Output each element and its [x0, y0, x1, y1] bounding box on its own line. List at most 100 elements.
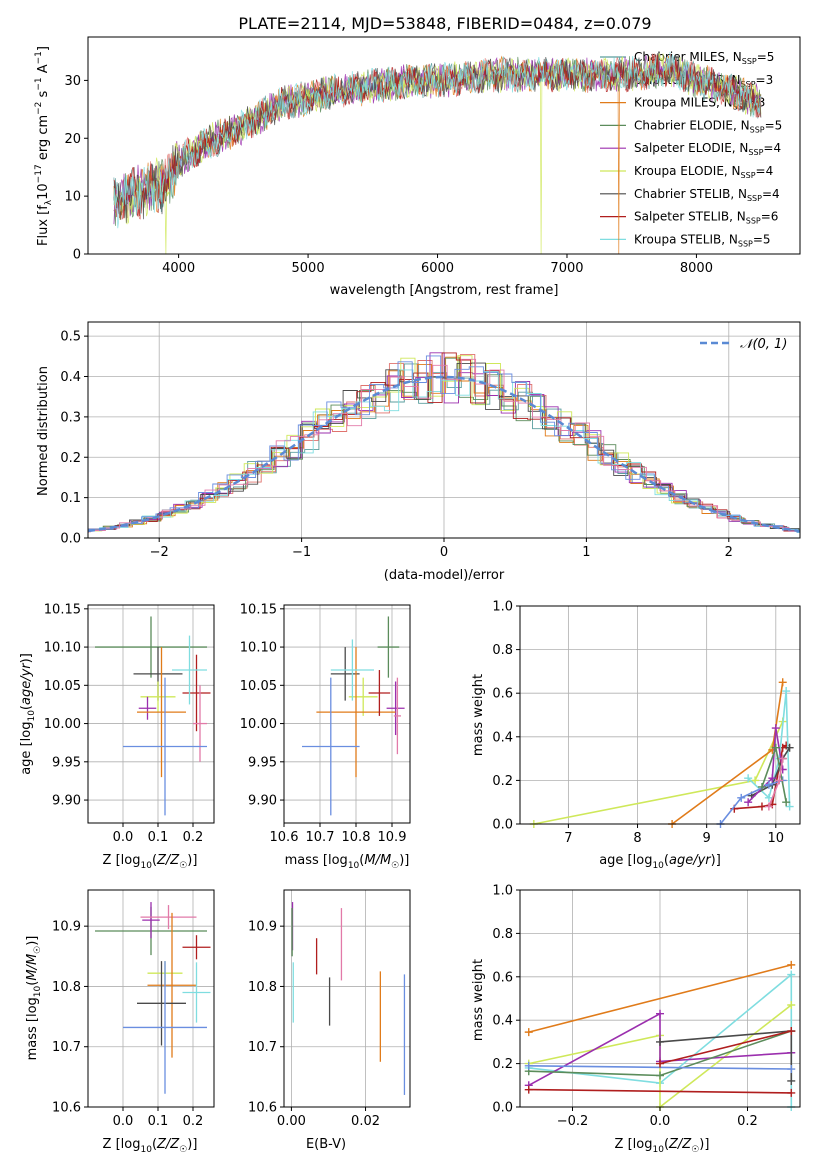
weight-marker	[744, 774, 753, 783]
weight-marker	[656, 1071, 664, 1080]
weight-series-line	[528, 1012, 792, 1087]
axes-frame	[283, 604, 411, 824]
y-tick-label: 0.0	[60, 532, 81, 547]
x-tick-label: 4000	[162, 261, 195, 276]
x-tick-label: 2	[725, 545, 733, 560]
weight-series-line	[734, 744, 787, 810]
age-vs-mass-panel: mass [log10(M/M☉)] 10.6 10.7 10.8 10.9 9.90 9…	[240, 602, 411, 871]
y-tick-label: 0.2	[492, 1057, 513, 1072]
x-tick-label: 8	[633, 831, 641, 846]
x-tick-label: 10.7	[306, 830, 335, 845]
axes-frame	[519, 605, 801, 825]
x-tick-label: 10	[768, 831, 785, 846]
x-tick-label: 0.02	[351, 1114, 380, 1129]
axes-frame	[87, 604, 215, 824]
y-tick-label: 10.00	[240, 717, 277, 732]
mass-weight-vs-age-panel: age [log10(age/yr)] mass weight 7 8 9 10 0.0…	[471, 600, 801, 871]
weight-series-line	[719, 779, 783, 825]
mass-vs-EBV-panel: E(B-V) 0.00 0.02 10.6 10.7 10.8 10.9	[248, 889, 411, 1152]
y-tick-label: 10.10	[240, 641, 277, 656]
y-tick-label: 10.00	[44, 717, 81, 732]
y-tick-label: 0.3	[60, 410, 81, 425]
massz-xlabel: Z [log10(Z/Z☉)]	[103, 1137, 198, 1155]
x-tick-label: 5000	[292, 261, 325, 276]
x-tick-label: −2	[150, 545, 169, 560]
hist-ylabel: Normed distribution	[36, 366, 51, 496]
y-tick-label: 10.10	[44, 641, 81, 656]
weight-series-line	[528, 964, 792, 1033]
x-tick-label: 1	[582, 545, 590, 560]
y-tick-label: 0.4	[492, 1014, 513, 1029]
x-tick-label: 7	[564, 831, 572, 846]
weight-marker	[775, 776, 784, 785]
wage-xlabel: age [log10(age/yr)]	[599, 853, 721, 871]
histogram-step	[88, 355, 800, 533]
x-tick-label: 0.0	[113, 1114, 134, 1129]
weight-marker	[737, 793, 746, 802]
x-tick-label: 8000	[680, 261, 713, 276]
massz-ylabel: mass [log10(M/M☉)]	[25, 936, 43, 1061]
y-tick-label: 10.05	[44, 679, 81, 694]
weight-marker	[757, 802, 766, 811]
y-tick-label: 10.6	[248, 1101, 277, 1116]
weight-marker	[764, 802, 773, 811]
mass-weight-vs-Z-panel: Z [log10(Z/Z☉)] mass weight −0.2 0.0 0.2 0.…	[471, 884, 801, 1155]
legend-entry: Kroupa STELIB, NSSP=5	[634, 232, 771, 248]
x-tick-label: −1	[292, 545, 311, 560]
x-tick-label: 10.8	[342, 830, 371, 845]
weight-marker	[751, 776, 760, 785]
y-tick-label: 10.15	[240, 602, 277, 617]
y-tick-label: 0.5	[60, 330, 81, 345]
legend-entry: Salpeter STELIB, NSSP=6	[634, 210, 778, 226]
y-tick-label: 10	[64, 190, 81, 205]
legend-entry: Salpeter ELODIE, NSSP=4	[634, 141, 781, 157]
y-tick-label: 0.2	[60, 451, 81, 466]
weight-series-line	[528, 1088, 792, 1094]
x-tick-label: 0.1	[148, 830, 169, 845]
y-tick-label: 0.4	[492, 730, 513, 745]
legend-entry: Chabrier STELIB, NSSP=4	[634, 187, 780, 203]
wage-ylabel: mass weight	[471, 674, 486, 756]
weight-marker	[656, 1037, 664, 1046]
wz-xlabel: Z [log10(Z/Z☉)]	[615, 1137, 710, 1155]
y-tick-label: 0.1	[60, 491, 81, 506]
mass-vs-Z-panel: Z [log10(Z/Z☉)] mass [log10(M/M☉)] 0.0 0.…	[25, 889, 215, 1155]
weight-marker	[787, 1076, 796, 1085]
spectrum-ylabel: Flux [fλ10−17 erg cm−2 s−1 A−1]	[34, 46, 54, 246]
spectrum-xlabel: wavelength [Angstrom, rest frame]	[330, 283, 559, 298]
spectrum-panel: wavelength [Angstrom, rest frame] Chabri…	[64, 36, 801, 298]
legend-entry: Chabrier MILES, NSSP=5	[634, 50, 774, 66]
x-tick-label: 7000	[550, 261, 583, 276]
histogram-step	[88, 369, 800, 533]
hist-xlabel: (data-model)/error	[384, 568, 505, 583]
weight-marker	[787, 1027, 796, 1036]
x-tick-label: 10.6	[270, 830, 299, 845]
weight-series-line	[671, 682, 784, 825]
y-tick-label: 10.9	[52, 920, 81, 935]
histogram-step	[88, 358, 800, 532]
x-tick-label: 0.00	[277, 1114, 306, 1129]
x-tick-label: 0.2	[183, 1114, 204, 1129]
weight-marker	[782, 687, 791, 696]
x-tick-label: 10.9	[378, 830, 407, 845]
ebv-xlabel: E(B-V)	[306, 1137, 346, 1152]
agez-ylabel: age [log10(age/yr)]	[19, 653, 37, 775]
y-tick-label: 9.90	[52, 794, 81, 809]
weight-marker	[771, 743, 780, 752]
weight-marker	[787, 1065, 796, 1074]
weight-marker	[656, 1059, 664, 1068]
weight-marker	[764, 780, 773, 789]
y-tick-label: 0.0	[492, 1101, 513, 1116]
x-tick-label: 0.0	[113, 830, 134, 845]
y-tick-label: 10.9	[248, 920, 277, 935]
y-tick-label: 10.8	[248, 980, 277, 995]
x-tick-label: 0.1	[148, 1114, 169, 1129]
weight-marker	[787, 1001, 796, 1010]
y-tick-label: 1.0	[492, 600, 513, 615]
y-tick-label: 9.95	[248, 755, 277, 770]
y-tick-label: 0.6	[492, 970, 513, 985]
legend-entry: Chabrier ELODIE, NSSP=5	[634, 118, 782, 134]
y-tick-label: 10.15	[44, 602, 81, 617]
weight-marker	[524, 1061, 533, 1070]
x-tick-label: 0.2	[183, 830, 204, 845]
